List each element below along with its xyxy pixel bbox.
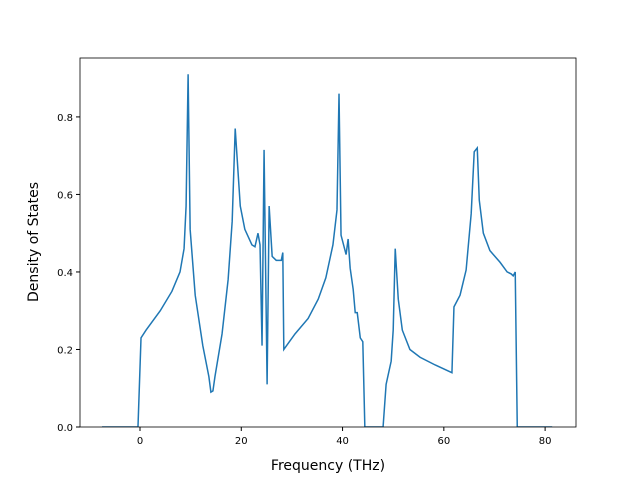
- x-axis-label: Frequency (THz): [271, 458, 385, 474]
- y-tick-label: 0.8: [57, 113, 73, 124]
- x-tick-label: 60: [437, 436, 450, 447]
- y-tick-label: 0.6: [57, 190, 73, 201]
- x-tick-label: 0: [137, 436, 143, 447]
- x-tick-label: 20: [235, 436, 248, 447]
- line: [102, 74, 553, 427]
- x-tick-label: 40: [336, 436, 349, 447]
- y-tick-label: 0.2: [57, 345, 73, 356]
- x-tick-label: 80: [539, 436, 552, 447]
- y-tick-label: 0.0: [57, 423, 73, 434]
- plot-frame: [79, 57, 577, 428]
- y-tick-label: 0.4: [57, 268, 73, 279]
- y-axis-label: Density of States: [26, 182, 42, 302]
